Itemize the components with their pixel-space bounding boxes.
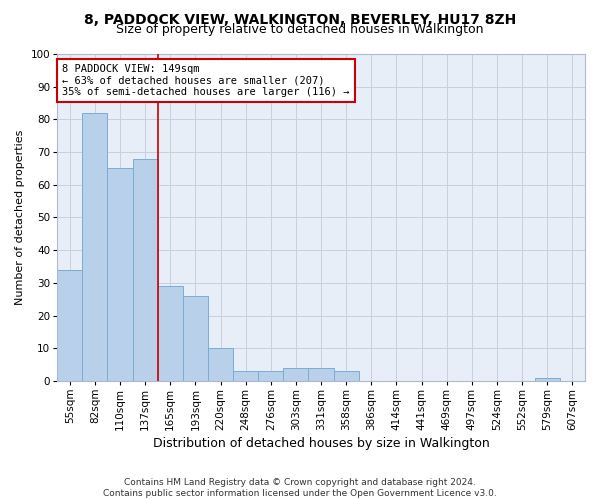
Bar bbox=[535, 378, 560, 381]
Bar bbox=[233, 371, 258, 381]
Text: Size of property relative to detached houses in Walkington: Size of property relative to detached ho… bbox=[116, 22, 484, 36]
Bar bbox=[82, 113, 107, 381]
Text: Contains HM Land Registry data © Crown copyright and database right 2024.
Contai: Contains HM Land Registry data © Crown c… bbox=[103, 478, 497, 498]
X-axis label: Distribution of detached houses by size in Walkington: Distribution of detached houses by size … bbox=[152, 437, 490, 450]
Text: 8, PADDOCK VIEW, WALKINGTON, BEVERLEY, HU17 8ZH: 8, PADDOCK VIEW, WALKINGTON, BEVERLEY, H… bbox=[84, 12, 516, 26]
Bar bbox=[183, 296, 208, 381]
Bar bbox=[57, 270, 82, 381]
Bar bbox=[334, 371, 359, 381]
Bar bbox=[258, 371, 283, 381]
Y-axis label: Number of detached properties: Number of detached properties bbox=[15, 130, 25, 305]
Bar bbox=[283, 368, 308, 381]
Bar bbox=[158, 286, 183, 381]
Bar bbox=[133, 158, 158, 381]
Bar bbox=[208, 348, 233, 381]
Bar bbox=[107, 168, 133, 381]
Bar bbox=[308, 368, 334, 381]
Text: 8 PADDOCK VIEW: 149sqm
← 63% of detached houses are smaller (207)
35% of semi-de: 8 PADDOCK VIEW: 149sqm ← 63% of detached… bbox=[62, 64, 350, 97]
